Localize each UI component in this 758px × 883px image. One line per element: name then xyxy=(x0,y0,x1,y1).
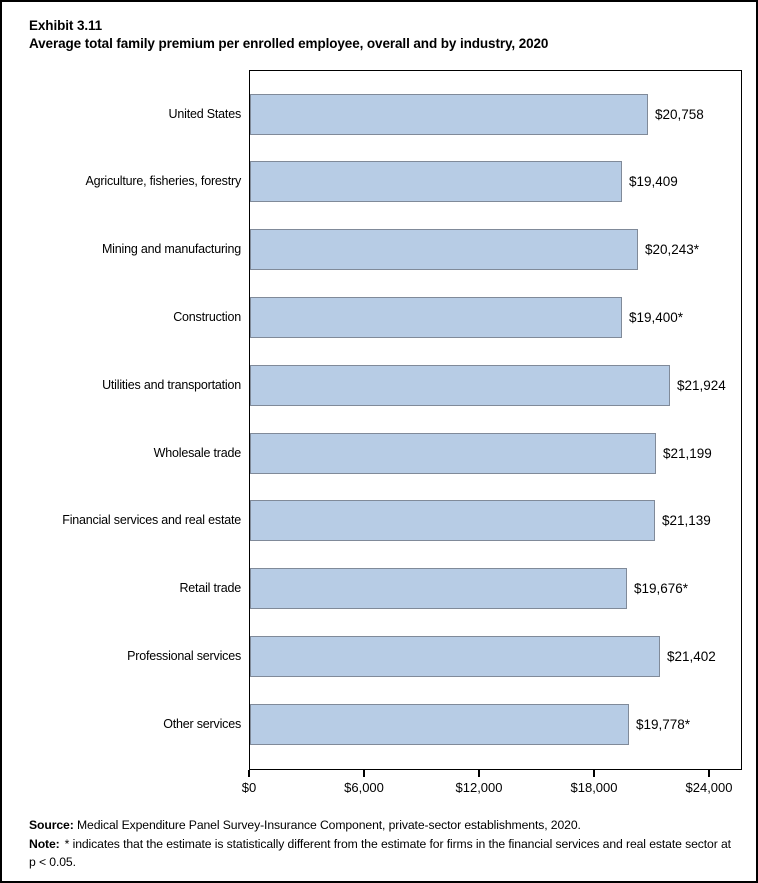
value-label: $20,243* xyxy=(645,242,700,258)
value-label: $21,139 xyxy=(662,513,711,529)
note-text: * indicates that the estimate is statist… xyxy=(29,836,731,870)
bar xyxy=(250,229,638,271)
value-label: $20,758 xyxy=(655,106,704,122)
category-label: Mining and manufacturing xyxy=(101,242,241,257)
note-label: Note: xyxy=(29,836,60,851)
bar xyxy=(250,703,629,745)
category-label: Financial services and real estate xyxy=(62,513,241,528)
bar xyxy=(250,296,622,338)
source-label: Source: xyxy=(29,818,74,832)
value-label: $19,400* xyxy=(629,309,684,325)
value-label: $21,402 xyxy=(667,648,716,664)
category-label: Retail trade xyxy=(179,581,241,596)
x-axis-tick-label: $6,000 xyxy=(344,780,384,795)
value-label: $19,676* xyxy=(634,581,689,597)
x-axis-tick xyxy=(363,770,365,777)
bar xyxy=(250,364,670,406)
category-label: Professional services xyxy=(127,648,241,663)
x-axis-tick xyxy=(478,770,480,777)
value-label: $19,778* xyxy=(636,716,691,732)
bar xyxy=(250,161,622,203)
x-axis-tick xyxy=(248,770,250,777)
x-axis-tick xyxy=(593,770,595,777)
value-label: $19,409 xyxy=(629,174,678,190)
category-label: Construction xyxy=(173,309,241,324)
exhibit-number: Exhibit 3.11 xyxy=(29,18,103,33)
category-label: United States xyxy=(168,106,242,121)
value-label: $21,199 xyxy=(663,445,712,461)
footnotes: Source: Medical Expenditure Panel Survey… xyxy=(29,816,737,872)
exhibit-title: Average total family premium per enrolle… xyxy=(29,36,549,51)
bar xyxy=(250,568,627,610)
x-axis-tick-label: $0 xyxy=(241,780,257,795)
note-line: Note: * indicates that the estimate is st… xyxy=(29,835,737,872)
x-axis-tick-label: $24,000 xyxy=(685,780,733,795)
x-axis-tick-label: $18,000 xyxy=(570,780,618,795)
value-label: $21,924 xyxy=(677,377,726,393)
bar xyxy=(250,93,648,135)
source-line: Source: Medical Expenditure Panel Survey… xyxy=(29,816,737,835)
category-label: Agriculture, fisheries, forestry xyxy=(85,174,242,189)
x-axis-tick-label: $12,000 xyxy=(455,780,503,795)
bar xyxy=(250,635,660,677)
bar xyxy=(250,500,655,542)
bar xyxy=(250,432,656,474)
source-text: Medical Expenditure Panel Survey-Insuran… xyxy=(76,818,581,832)
category-label: Utilities and transportation xyxy=(102,377,241,392)
category-label: Other services xyxy=(163,716,241,731)
x-axis-tick xyxy=(708,770,710,777)
category-label: Wholesale trade xyxy=(153,445,242,460)
exhibit-header: Exhibit 3.11 Average total family premiu… xyxy=(29,17,734,53)
